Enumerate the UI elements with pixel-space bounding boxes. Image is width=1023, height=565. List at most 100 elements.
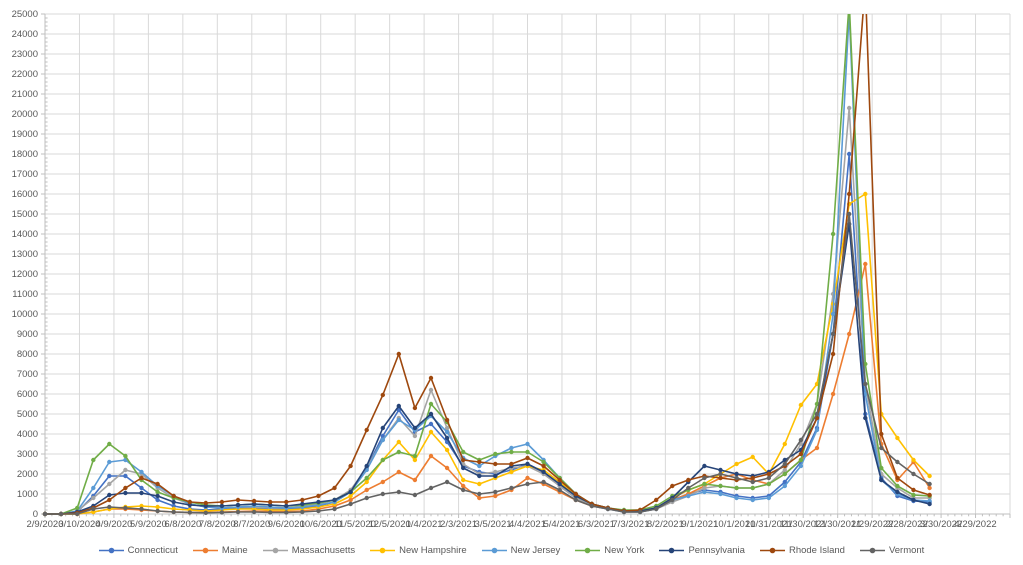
data-point-pennsylvania[interactable] <box>428 411 434 417</box>
data-point-maine[interactable] <box>830 391 836 397</box>
data-point-pennsylvania[interactable] <box>525 461 530 467</box>
data-point-vermont[interactable] <box>895 459 900 465</box>
data-point-new-hampshire[interactable] <box>461 477 466 483</box>
data-point-new-jersey[interactable] <box>444 429 450 435</box>
data-point-new-hampshire[interactable] <box>428 429 434 435</box>
data-point-connecticut[interactable] <box>428 421 434 427</box>
data-point-new-york[interactable] <box>396 449 401 455</box>
data-point-new-jersey[interactable] <box>798 463 804 469</box>
data-point-new-york[interactable] <box>911 492 916 498</box>
data-point-new-york[interactable] <box>718 483 723 489</box>
data-point-vermont[interactable] <box>847 211 852 217</box>
data-point-vermont[interactable] <box>863 381 868 387</box>
data-point-new-jersey[interactable] <box>139 469 144 475</box>
data-point-pennsylvania[interactable] <box>493 473 498 479</box>
data-point-pennsylvania[interactable] <box>702 463 707 469</box>
data-point-new-hampshire[interactable] <box>863 191 868 197</box>
data-point-rhode-island[interactable] <box>380 392 385 398</box>
data-point-vermont[interactable] <box>300 509 305 515</box>
data-point-vermont[interactable] <box>750 479 755 485</box>
series-line-new-jersey[interactable] <box>45 12 930 515</box>
data-point-rhode-island[interactable] <box>396 351 401 357</box>
data-point-pennsylvania[interactable] <box>541 469 546 475</box>
data-point-new-hampshire[interactable] <box>364 479 369 485</box>
data-point-vermont[interactable] <box>798 437 804 443</box>
data-point-massachusetts[interactable] <box>428 387 434 393</box>
data-point-vermont[interactable] <box>251 509 257 515</box>
data-point-vermont[interactable] <box>332 506 337 512</box>
data-point-vermont[interactable] <box>75 511 80 517</box>
data-point-vermont[interactable] <box>139 506 144 512</box>
data-point-new-york[interactable] <box>428 401 434 407</box>
data-point-vermont[interactable] <box>702 475 707 481</box>
data-point-new-hampshire[interactable] <box>734 461 739 467</box>
data-point-rhode-island[interactable] <box>798 451 804 457</box>
data-point-maine[interactable] <box>525 475 530 481</box>
data-point-rhode-island[interactable] <box>171 493 176 499</box>
data-point-new-jersey[interactable] <box>830 311 836 317</box>
data-point-new-jersey[interactable] <box>766 495 771 501</box>
data-point-rhode-island[interactable] <box>750 475 755 481</box>
data-point-rhode-island[interactable] <box>686 477 691 483</box>
data-point-vermont[interactable] <box>91 506 96 512</box>
data-point-new-york[interactable] <box>750 485 755 491</box>
data-point-rhode-island[interactable] <box>670 483 675 489</box>
data-point-new-york[interactable] <box>107 441 112 447</box>
data-point-new-jersey[interactable] <box>509 445 514 451</box>
data-point-pennsylvania[interactable] <box>444 435 450 441</box>
data-point-rhode-island[interactable] <box>203 500 208 506</box>
data-point-new-york[interactable] <box>509 449 514 455</box>
data-point-new-york[interactable] <box>493 451 498 457</box>
series-rhode-island[interactable] <box>42 0 932 517</box>
data-point-new-jersey[interactable] <box>396 417 401 423</box>
data-point-new-jersey[interactable] <box>686 493 691 499</box>
data-point-vermont[interactable] <box>605 506 611 512</box>
data-point-maine[interactable] <box>348 497 353 503</box>
data-point-pennsylvania[interactable] <box>364 463 369 469</box>
data-point-maine[interactable] <box>814 445 820 451</box>
data-point-new-hampshire[interactable] <box>509 469 514 475</box>
data-point-maine[interactable] <box>412 477 418 483</box>
data-point-new-york[interactable] <box>782 471 787 477</box>
data-point-rhode-island[interactable] <box>541 463 546 469</box>
data-point-pennsylvania[interactable] <box>219 503 225 509</box>
data-point-massachusetts[interactable] <box>412 433 418 439</box>
data-point-connecticut[interactable] <box>380 433 385 439</box>
data-point-pennsylvania[interactable] <box>316 499 321 505</box>
data-point-connecticut[interactable] <box>155 497 160 503</box>
data-point-rhode-island[interactable] <box>348 463 353 469</box>
data-point-vermont[interactable] <box>187 510 192 515</box>
data-point-maine[interactable] <box>493 493 498 499</box>
series-vermont[interactable] <box>42 211 932 517</box>
data-point-pennsylvania[interactable] <box>155 493 160 499</box>
data-point-pennsylvania[interactable] <box>332 497 337 503</box>
data-point-vermont[interactable] <box>364 495 369 501</box>
data-point-rhode-island[interactable] <box>219 499 225 505</box>
data-point-new-hampshire[interactable] <box>155 504 160 510</box>
data-point-maine[interactable] <box>927 485 932 491</box>
data-point-vermont[interactable] <box>428 485 434 491</box>
data-point-rhode-island[interactable] <box>107 497 112 503</box>
data-point-rhode-island[interactable] <box>444 417 450 423</box>
data-point-new-jersey[interactable] <box>525 441 530 447</box>
series-line-pennsylvania[interactable] <box>45 223 930 515</box>
data-point-new-york[interactable] <box>847 0 851 4</box>
data-point-vermont[interactable] <box>171 509 176 515</box>
data-point-new-jersey[interactable] <box>814 427 820 433</box>
data-point-pennsylvania[interactable] <box>123 490 128 496</box>
data-point-new-york[interactable] <box>734 485 739 491</box>
data-point-rhode-island[interactable] <box>493 461 498 467</box>
data-point-rhode-island[interactable] <box>123 485 128 491</box>
legend-item-connecticut[interactable]: Connecticut <box>98 545 178 556</box>
legend-item-maine[interactable]: Maine <box>192 545 248 556</box>
data-point-pennsylvania[interactable] <box>284 503 289 509</box>
data-point-vermont[interactable] <box>107 504 112 510</box>
data-point-vermont[interactable] <box>637 509 643 515</box>
data-point-pennsylvania[interactable] <box>557 481 562 487</box>
data-point-rhode-island[interactable] <box>654 497 659 503</box>
data-point-vermont[interactable] <box>461 487 466 493</box>
data-point-connecticut[interactable] <box>396 407 401 413</box>
data-point-vermont[interactable] <box>477 491 482 497</box>
data-point-maine[interactable] <box>380 479 385 485</box>
data-point-connecticut[interactable] <box>139 485 144 491</box>
